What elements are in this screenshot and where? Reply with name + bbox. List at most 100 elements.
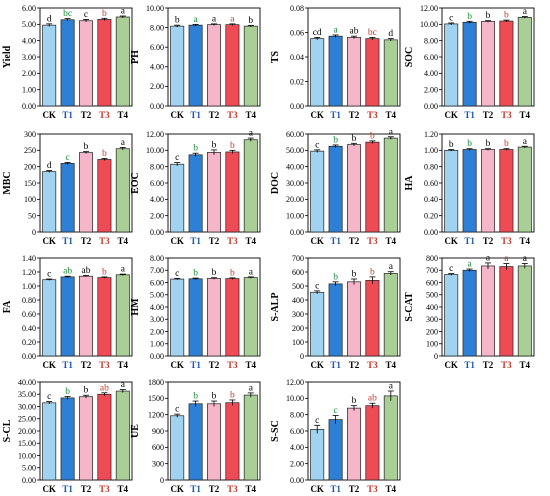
bar (328, 35, 343, 107)
y-tick-label: 7.00 (150, 266, 164, 275)
y-tick-label: 6.00 (150, 43, 164, 52)
category-label: T1 (464, 360, 475, 370)
y-tick-label: 5.00 (150, 291, 164, 300)
category-label: T1 (464, 236, 475, 246)
y-tick-label: 60.00 (286, 130, 304, 139)
significance-letter: b (370, 267, 375, 277)
bar (328, 419, 343, 481)
y-tick-label: 2.00 (150, 327, 164, 336)
y-tick-label: 100 (426, 340, 438, 349)
significance-letter: b (248, 16, 253, 26)
bar (170, 415, 185, 481)
category-label: T2 (209, 360, 220, 370)
bar (97, 393, 112, 481)
y-tick-label: 10.00 (18, 451, 36, 460)
bar (481, 265, 495, 357)
significance-letter: a (121, 380, 126, 390)
y-tick-label: 600 (152, 443, 164, 452)
y-tick-label: 0.00 (150, 228, 164, 237)
category-label: T1 (190, 360, 201, 370)
category-label: T3 (367, 236, 378, 246)
y-tick-label: 8.00 (150, 254, 164, 263)
significance-letter: b (84, 142, 89, 152)
y-tick-label: 0.00 (22, 102, 36, 111)
y-tick-label: 2.00 (150, 82, 164, 91)
bar (517, 146, 532, 233)
category-label: T4 (520, 236, 531, 246)
y-tick-label: 20.00 (286, 195, 304, 204)
y-axis-label: HA (404, 175, 415, 191)
category-label: CK (42, 360, 56, 370)
significance-letter: a (523, 137, 528, 147)
y-tick-label: 10.00 (146, 146, 164, 155)
bar (207, 24, 221, 107)
y-tick-label: 6.00 (290, 427, 304, 436)
y-axis-label: S-SC (270, 420, 281, 442)
y-tick-label: 250 (24, 146, 36, 155)
category-label: CK (170, 236, 184, 246)
y-tick-label: 12.00 (146, 130, 164, 139)
category-label: T3 (501, 360, 512, 370)
category-label: T2 (349, 236, 360, 246)
bar (383, 137, 398, 233)
category-label: CK (444, 110, 458, 120)
category-label: T2 (349, 110, 360, 120)
category-label: T2 (81, 360, 92, 370)
category-label: T2 (483, 360, 494, 370)
bar (188, 403, 203, 481)
y-tick-label: 0.00 (424, 102, 438, 111)
y-tick-label: 0.00 (290, 228, 304, 237)
panel-eoc: 0.00 2.00 4.00 6.00 8.00 10.00 12.00 EOC c CK b T1 b… (130, 129, 261, 246)
category-label: T2 (209, 110, 220, 120)
y-tick-label: 30.00 (18, 402, 36, 411)
bar (207, 403, 221, 481)
category-label: CK (444, 360, 458, 370)
significance-letter: d (388, 29, 393, 39)
bar (42, 279, 57, 357)
y-tick-label: 200 (292, 324, 304, 333)
bar (243, 394, 258, 481)
bar (97, 159, 112, 233)
bar (444, 149, 459, 233)
y-tick-label: 0.40 (22, 324, 36, 333)
category-label: T2 (81, 236, 92, 246)
bar (383, 39, 398, 107)
significance-letter: c (449, 264, 453, 274)
category-label: CK (170, 360, 184, 370)
significance-letter: b (175, 16, 180, 26)
y-tick-label: 2.00 (424, 85, 438, 94)
bar (42, 24, 57, 107)
y-tick-label: 1.00 (424, 146, 438, 155)
bar (97, 277, 112, 357)
y-tick-label: 500 (426, 291, 438, 300)
significance-letter: b (212, 140, 217, 150)
panel-soc: 0.00 2.00 4.00 6.00 8.00 10.00 12.00 SOC c CK b T1 b… (404, 4, 535, 120)
y-tick-label: 0.08 (290, 4, 304, 13)
significance-letter: b (193, 392, 198, 402)
category-label: T4 (246, 236, 257, 246)
significance-letter: bc (63, 9, 72, 19)
category-label: T1 (62, 484, 73, 494)
significance-letter: b (102, 9, 107, 19)
y-tick-label: 0 (32, 228, 36, 237)
bar (365, 280, 380, 357)
bar (243, 25, 258, 107)
bar (188, 24, 203, 107)
significance-letter: b (230, 390, 235, 400)
significance-letter: b (193, 144, 198, 154)
y-tick-label: 1.00 (22, 85, 36, 94)
y-axis-label: S-CAT (404, 292, 415, 322)
significance-letter: a (389, 127, 394, 137)
significance-letter: a (523, 7, 528, 17)
y-tick-label: 50.00 (286, 146, 304, 155)
y-tick-label: 0.00 (424, 228, 438, 237)
y-tick-label: 3.00 (22, 53, 36, 62)
panel-mbc: 0 50 100 150 200 250 300 MBC d CK c T1 b T2 b T3 a T4 (2, 130, 133, 246)
y-tick-label: 4.00 (424, 69, 438, 78)
y-tick-label: 10.00 (146, 4, 164, 13)
bar (462, 269, 477, 357)
significance-letter: a (193, 15, 198, 25)
y-tick-label: 0.00 (150, 352, 164, 361)
y-axis-label: HM (130, 298, 141, 316)
bar (310, 291, 325, 357)
